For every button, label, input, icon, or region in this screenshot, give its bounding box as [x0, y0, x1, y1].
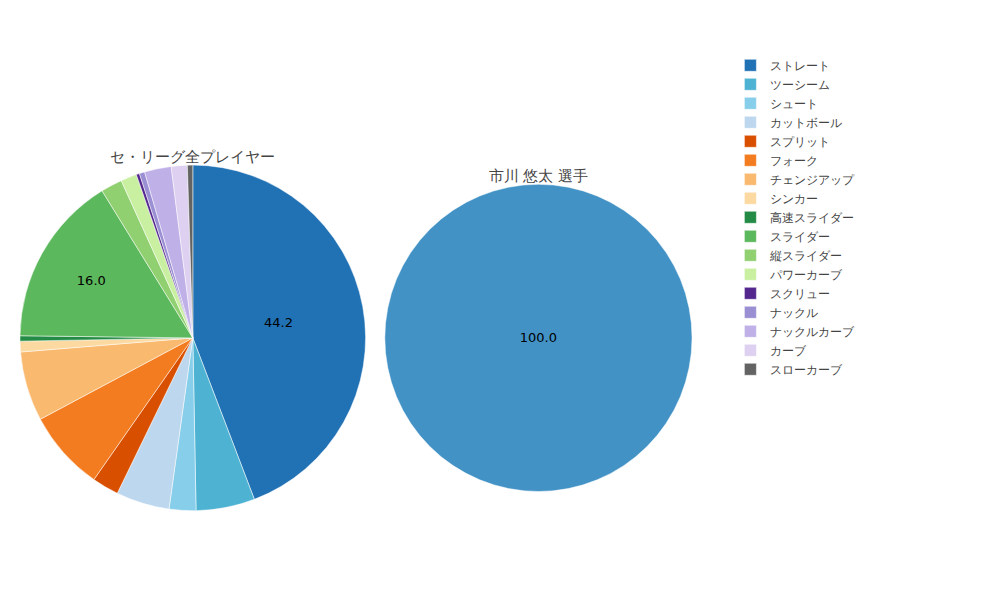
svg-text:16.0: 16.0	[77, 273, 106, 288]
svg-text:ナックル: ナックル	[770, 306, 818, 320]
svg-text:縦スライダー: 縦スライダー	[769, 249, 842, 263]
svg-text:ナックルカーブ: ナックルカーブ	[770, 325, 855, 339]
svg-text:44.2: 44.2	[264, 315, 293, 330]
svg-text:スクリュー: スクリュー	[770, 287, 830, 301]
svg-text:シュート: シュート	[770, 97, 818, 111]
svg-text:スライダー: スライダー	[770, 230, 830, 244]
svg-text:スローカーブ: スローカーブ	[770, 363, 843, 377]
svg-text:フォーク: フォーク	[770, 154, 818, 168]
svg-text:市川 悠太 選手: 市川 悠太 選手	[489, 167, 589, 185]
svg-text:100.0: 100.0	[520, 330, 557, 345]
svg-text:カーブ: カーブ	[770, 344, 807, 358]
svg-text:セ・リーグ全プレイヤー: セ・リーグ全プレイヤー	[110, 148, 275, 166]
svg-text:シンカー: シンカー	[770, 192, 818, 206]
svg-text:ツーシーム: ツーシーム	[770, 78, 830, 92]
svg-text:パワーカーブ: パワーカーブ	[769, 268, 843, 282]
svg-text:チェンジアップ: チェンジアップ	[770, 173, 855, 187]
svg-text:高速スライダー: 高速スライダー	[770, 211, 854, 225]
svg-text:カットボール: カットボール	[770, 116, 842, 130]
svg-text:ストレート: ストレート	[770, 59, 830, 73]
svg-text:スプリット: スプリット	[770, 135, 830, 149]
